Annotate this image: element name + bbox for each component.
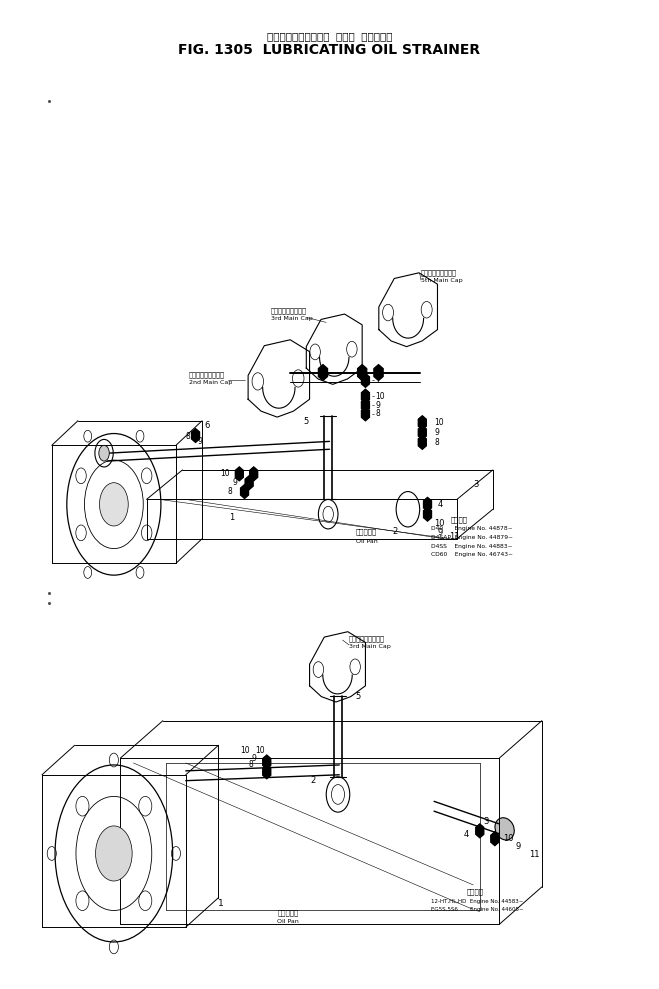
Text: 第２メインキャップ: 第２メインキャップ [189, 372, 225, 378]
Text: 12-HT,HL,HD  Engine No. 44583~: 12-HT,HL,HD Engine No. 44583~ [431, 899, 523, 904]
Text: オイルパン: オイルパン [356, 529, 377, 535]
Polygon shape [235, 467, 243, 481]
Text: 2: 2 [310, 775, 315, 784]
Text: 2nd Main Cap: 2nd Main Cap [189, 381, 232, 386]
Polygon shape [245, 476, 253, 490]
Text: 10: 10 [255, 746, 264, 756]
Polygon shape [476, 824, 484, 838]
Polygon shape [362, 374, 370, 388]
Text: EG5S,5S6       Engine No. 44605~: EG5S,5S6 Engine No. 44605~ [431, 908, 523, 913]
Circle shape [96, 826, 132, 881]
Text: 1: 1 [229, 513, 234, 522]
Text: 3: 3 [473, 480, 478, 489]
Text: 5: 5 [303, 416, 308, 425]
Text: 10: 10 [434, 418, 444, 427]
Text: 9: 9 [252, 754, 257, 763]
Text: 9: 9 [375, 401, 380, 409]
Text: 5: 5 [356, 692, 361, 701]
Polygon shape [418, 425, 426, 439]
Text: 第５メインキャップ: 第５メインキャップ [421, 269, 457, 276]
Polygon shape [424, 507, 432, 521]
Polygon shape [362, 399, 370, 411]
Text: 6: 6 [204, 420, 210, 429]
Text: 8: 8 [248, 760, 254, 768]
Text: 8: 8 [375, 409, 380, 418]
Text: 10: 10 [434, 519, 445, 528]
Text: 9: 9 [233, 478, 237, 487]
Text: 10: 10 [375, 392, 385, 401]
Text: CD60    Engine No. 46743~: CD60 Engine No. 46743~ [431, 553, 513, 558]
Polygon shape [250, 467, 258, 481]
Ellipse shape [495, 818, 514, 840]
Text: 適用号機: 適用号機 [467, 889, 484, 895]
Text: 10: 10 [240, 746, 249, 756]
Polygon shape [362, 406, 370, 420]
Text: 10: 10 [503, 834, 513, 843]
Text: 第３メインキャップ: 第３メインキャップ [271, 308, 306, 315]
Text: 8: 8 [228, 487, 233, 495]
Text: D4SS    Engine No. 44883~: D4SS Engine No. 44883~ [431, 544, 512, 549]
Polygon shape [241, 485, 248, 498]
Polygon shape [362, 390, 370, 404]
Text: ルーブリケーティング  オイル  ストレーナ: ルーブリケーティング オイル ストレーナ [267, 32, 392, 42]
Text: 11: 11 [449, 532, 459, 541]
Text: 11: 11 [529, 851, 539, 859]
Polygon shape [263, 756, 271, 768]
Polygon shape [192, 428, 200, 442]
Text: 4: 4 [438, 500, 443, 509]
Circle shape [99, 445, 109, 461]
Text: 3: 3 [483, 817, 488, 826]
Text: 7: 7 [375, 376, 380, 385]
Text: 4: 4 [463, 830, 469, 839]
Polygon shape [418, 415, 426, 429]
Text: 8: 8 [434, 438, 439, 447]
Text: 3rd Main Cap: 3rd Main Cap [271, 316, 312, 321]
Text: 9: 9 [434, 428, 439, 437]
Circle shape [100, 483, 129, 526]
Polygon shape [358, 365, 366, 381]
Polygon shape [424, 497, 432, 511]
Text: 9: 9 [516, 842, 521, 851]
Text: 3rd Main Cap: 3rd Main Cap [349, 644, 391, 649]
Text: オイルパン: オイルパン [277, 910, 299, 916]
Text: 適用号機: 適用号機 [450, 516, 467, 522]
Text: 9: 9 [438, 528, 443, 537]
Text: 10: 10 [220, 469, 230, 478]
Text: FIG. 1305  LUBRICATING OIL STRAINER: FIG. 1305 LUBRICATING OIL STRAINER [179, 43, 480, 57]
Polygon shape [374, 365, 383, 381]
Text: 5th Main Cap: 5th Main Cap [421, 278, 463, 283]
Polygon shape [491, 832, 499, 846]
Text: Oil Pan: Oil Pan [277, 920, 299, 925]
Text: Oil Pan: Oil Pan [356, 539, 378, 544]
Text: 1: 1 [218, 899, 224, 908]
Text: 2: 2 [392, 527, 397, 536]
Text: 8: 8 [186, 432, 190, 441]
Text: 第３メインキャップ: 第３メインキャップ [349, 635, 385, 642]
Polygon shape [418, 435, 426, 449]
Polygon shape [263, 764, 271, 778]
Text: D4SAP  Engine No. 44879~: D4SAP Engine No. 44879~ [431, 535, 513, 540]
Text: 9: 9 [198, 437, 202, 446]
Text: D40      Engine No. 44878~: D40 Engine No. 44878~ [431, 526, 513, 531]
Polygon shape [318, 365, 328, 381]
Text: 10: 10 [235, 469, 244, 478]
